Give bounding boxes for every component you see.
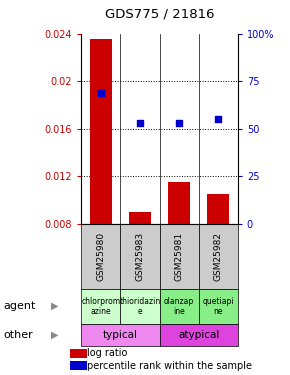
Bar <box>81 324 160 346</box>
Text: chlorprom
azine: chlorprom azine <box>81 297 120 316</box>
Bar <box>160 224 199 289</box>
Text: typical: typical <box>103 330 138 340</box>
Point <box>216 116 220 122</box>
Text: ▶: ▶ <box>51 301 59 311</box>
Text: GSM25980: GSM25980 <box>96 232 105 281</box>
Bar <box>207 194 229 224</box>
Point <box>138 120 142 126</box>
Bar <box>120 224 160 289</box>
Text: GSM25982: GSM25982 <box>214 232 223 281</box>
Text: atypical: atypical <box>178 330 219 340</box>
Bar <box>129 212 151 224</box>
Text: GDS775 / 21816: GDS775 / 21816 <box>105 8 214 21</box>
Bar <box>160 289 199 324</box>
Text: percentile rank within the sample: percentile rank within the sample <box>87 361 252 371</box>
Text: other: other <box>3 330 33 340</box>
Bar <box>81 289 120 324</box>
Bar <box>168 182 190 224</box>
Text: log ratio: log ratio <box>87 348 127 358</box>
Bar <box>199 224 238 289</box>
Text: quetiapi
ne: quetiapi ne <box>202 297 234 316</box>
Text: ▶: ▶ <box>51 330 59 340</box>
Bar <box>81 224 120 289</box>
Bar <box>199 289 238 324</box>
Text: agent: agent <box>3 301 35 311</box>
Text: GSM25981: GSM25981 <box>175 232 184 281</box>
Text: olanzap
ine: olanzap ine <box>164 297 194 316</box>
Bar <box>90 39 112 224</box>
Bar <box>160 324 238 346</box>
Point <box>99 90 103 96</box>
Bar <box>70 361 88 370</box>
Text: thioridazin
e: thioridazin e <box>119 297 161 316</box>
Bar <box>120 289 160 324</box>
Bar <box>70 349 88 357</box>
Text: GSM25983: GSM25983 <box>135 232 144 281</box>
Point <box>177 120 182 126</box>
